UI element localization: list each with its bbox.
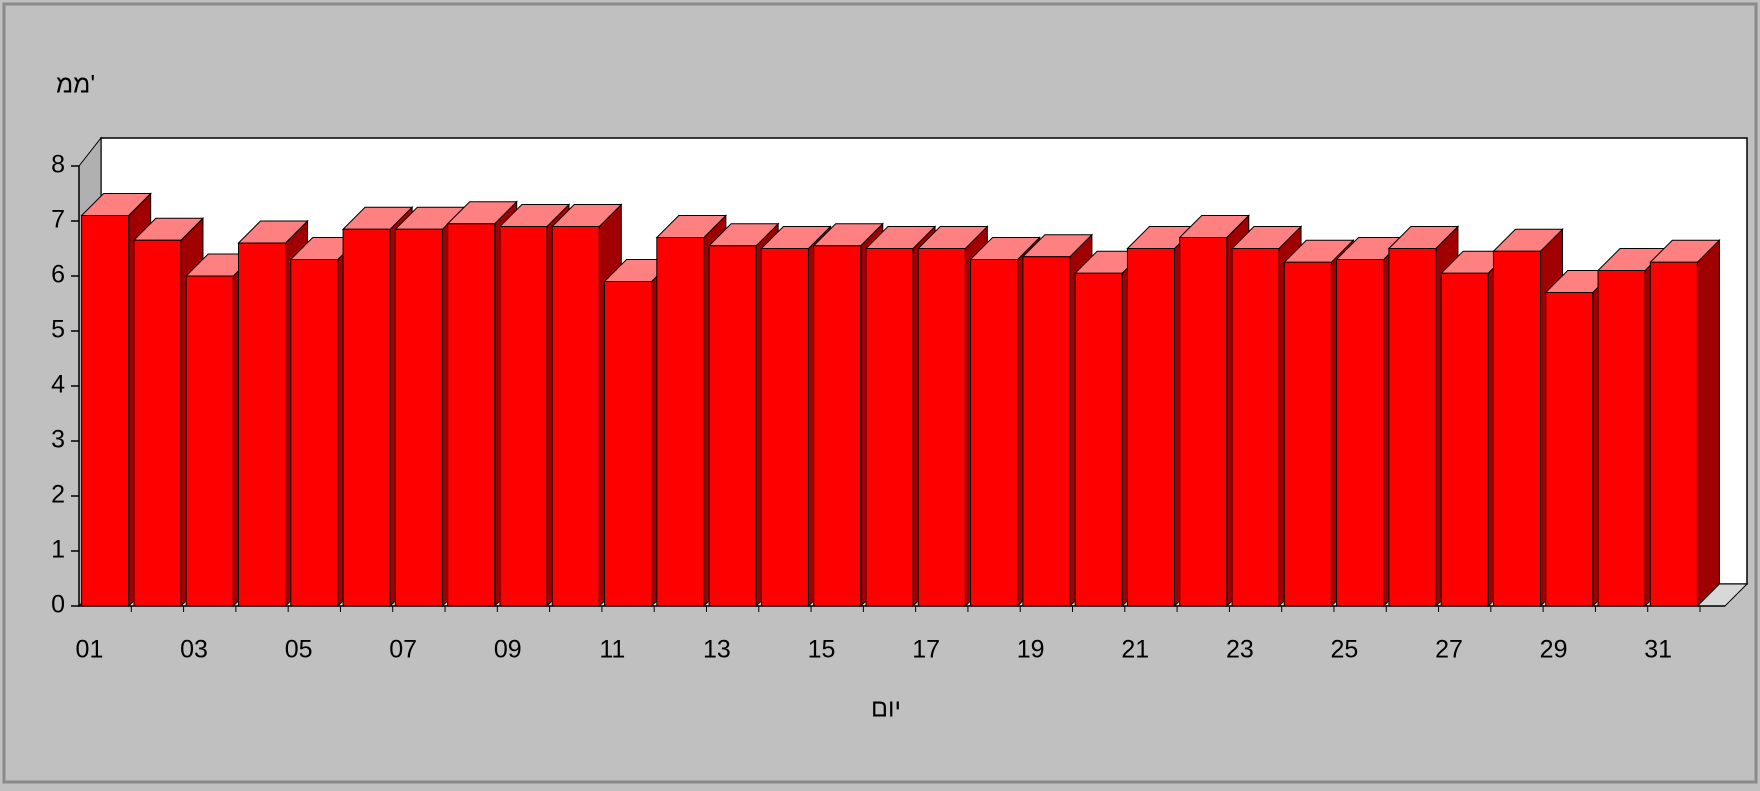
bar [1545,292,1594,607]
x-tick-label: 09 [494,636,522,664]
bar [1336,259,1385,607]
bar [708,245,757,607]
x-tick-label: 01 [76,636,104,664]
bar [499,226,548,607]
y-tick-label: 8 [51,151,65,179]
bar [237,242,287,607]
bar [865,248,914,607]
bar [551,226,600,607]
bar [1649,261,1698,607]
y-tick-label: 6 [51,261,65,289]
bar [1074,272,1123,607]
bar [970,259,1019,607]
x-tick-label: 27 [1435,636,1463,664]
y-axis-title: ממ' [56,71,95,99]
bar [342,228,391,607]
y-tick-label: 2 [51,481,65,509]
y-tick-label: 7 [51,206,65,234]
y-tick-label: 3 [51,426,65,454]
bar [290,259,339,607]
bar-side [1696,239,1720,608]
bar [1126,248,1175,607]
x-tick-label: 05 [285,636,313,664]
bar [185,275,234,607]
x-tick-label: 11 [599,636,625,664]
x-tick-label: 31 [1644,636,1672,664]
bar [133,239,182,607]
y-tick-label: 1 [51,536,65,564]
bar [1231,248,1280,607]
x-tick-label: 03 [180,636,208,664]
bar [1440,272,1489,607]
x-tick-label: 15 [808,636,836,664]
bar [917,248,966,607]
bar [447,223,496,607]
x-tick-label: 19 [1017,636,1045,664]
bar [604,281,653,607]
bar [1388,248,1437,607]
x-tick-label: 07 [389,636,417,664]
bar [1283,261,1332,607]
y-tick-label: 0 [51,591,65,619]
x-tick-label: 23 [1226,636,1254,664]
x-tick-label: 13 [703,636,731,664]
x-tick-label: 17 [912,636,940,664]
x-tick-label: 25 [1331,636,1359,664]
y-tick-label: 5 [51,316,65,344]
y-tick-label: 4 [51,371,65,399]
bar [1597,270,1646,607]
bar [81,215,130,607]
bar [760,248,809,607]
x-tick-label: 29 [1540,636,1568,664]
bar [813,245,862,607]
bar [656,237,705,607]
bar [1492,250,1542,607]
bar [1022,256,1071,607]
x-axis-title: יום [871,695,901,723]
bar [394,228,443,607]
x-tick-label: 21 [1121,636,1149,664]
bar [1179,237,1228,607]
